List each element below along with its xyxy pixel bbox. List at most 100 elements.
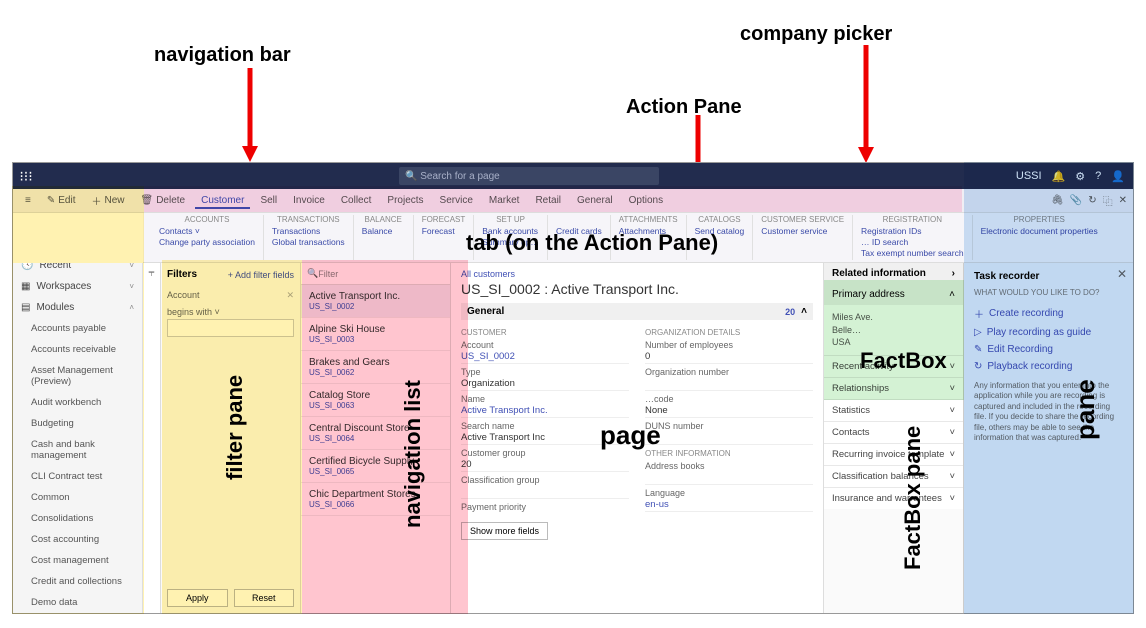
tab-options[interactable]: Options xyxy=(623,193,669,208)
list-item[interactable]: Chic Department StoresUS_SI_0066 xyxy=(301,483,450,516)
tab-collect[interactable]: Collect xyxy=(335,193,378,208)
show-more-button[interactable]: Show more fields xyxy=(461,522,548,540)
tab-invoice[interactable]: Invoice xyxy=(287,193,331,208)
pane-link[interactable]: ✎Edit Recording xyxy=(974,341,1123,358)
filter-input[interactable] xyxy=(167,319,294,337)
ribbon-credit-cards[interactable]: Credit cards xyxy=(556,226,602,237)
tab-projects[interactable]: Projects xyxy=(381,193,429,208)
waffle-icon[interactable]: ⁝⁝⁝ xyxy=(13,163,39,189)
add-filter-button[interactable]: + Add filter fields xyxy=(228,270,294,280)
filter-operator[interactable]: begins with ˅ xyxy=(167,307,294,317)
pane-link[interactable]: ＋Create recording xyxy=(974,303,1123,324)
val-account[interactable]: US_SI_0002 xyxy=(461,350,629,364)
nav-workspaces[interactable]: ▦ Workspaces˅ xyxy=(13,276,142,297)
list-item[interactable]: Catalog StoreUS_SI_0063 xyxy=(301,384,450,417)
company-picker[interactable]: USSI xyxy=(1016,170,1042,182)
hamburger-icon[interactable]: ≡ xyxy=(19,193,37,208)
nav-module-item[interactable]: Cost management xyxy=(13,550,142,571)
nav-module-item[interactable]: Cash and bank management xyxy=(13,434,142,466)
ribbon-id-search[interactable]: … ID search xyxy=(861,237,964,248)
breadcrumb[interactable]: All customers xyxy=(461,269,813,279)
reset-button[interactable]: Reset xyxy=(234,589,295,607)
tab-market[interactable]: Market xyxy=(483,193,526,208)
factbox-title[interactable]: Related information› xyxy=(824,263,963,284)
help-icon[interactable]: ? xyxy=(1095,170,1101,182)
ribbon-tax-exempt[interactable]: Tax exempt number search xyxy=(861,248,964,259)
ribbon-summary[interactable]: Summary up… xyxy=(482,237,539,248)
nav-module-item[interactable]: Accounts receivable xyxy=(13,339,142,360)
factbox-primary-address[interactable]: Primary address˄ xyxy=(824,284,963,305)
ribbon-change-party[interactable]: Change party association xyxy=(159,237,255,248)
ribbon-customer-service[interactable]: Customer service xyxy=(761,226,844,237)
val-code[interactable]: None xyxy=(645,404,813,418)
factbox-row[interactable]: Recurring invoice template˅ xyxy=(824,443,963,465)
nav-module-item[interactable]: Credit and collections xyxy=(13,571,142,592)
new-button[interactable]: ＋ New xyxy=(85,191,130,210)
factbox-row[interactable]: Statistics˅ xyxy=(824,399,963,421)
popout-icon[interactable]: ⿻ xyxy=(1103,193,1113,208)
close-icon[interactable]: ✕ xyxy=(1117,267,1127,281)
filter-toggle[interactable]: ⫧ xyxy=(143,263,161,613)
nav-module-item[interactable]: Accounts payable xyxy=(13,318,142,339)
filter-clear-icon[interactable]: ✕ xyxy=(286,290,294,301)
ribbon-forecast[interactable]: Forecast xyxy=(422,226,466,237)
factbox-row[interactable]: Recent activity˅ xyxy=(824,355,963,377)
list-item[interactable]: Central Discount StoreUS_SI_0064 xyxy=(301,417,450,450)
val-emp[interactable]: 0 xyxy=(645,350,813,364)
ribbon-edoc-props[interactable]: Electronic document properties xyxy=(981,226,1098,237)
ribbon-attachments[interactable]: Attachments xyxy=(619,226,678,237)
tab-sell[interactable]: Sell xyxy=(254,193,283,208)
nav-module-item[interactable]: Budgeting xyxy=(13,413,142,434)
tab-customer[interactable]: Customer xyxy=(195,193,250,209)
delete-button[interactable]: 🗑 Delete xyxy=(134,193,191,208)
val-addrbooks[interactable] xyxy=(645,471,813,485)
ribbon-send-catalog[interactable]: Send catalog xyxy=(695,226,745,237)
tab-service[interactable]: Service xyxy=(434,193,479,208)
list-item[interactable]: Certified Bicycle SupplyUS_SI_0065 xyxy=(301,450,450,483)
val-class[interactable] xyxy=(461,485,629,499)
nav-module-item[interactable]: Consolidations xyxy=(13,508,142,529)
ribbon-bank[interactable]: Bank accounts xyxy=(482,226,539,237)
avatar-icon[interactable]: 👤 xyxy=(1111,170,1125,183)
nav-modules[interactable]: ▤ Modules˄ xyxy=(13,297,142,318)
ribbon-reg-ids[interactable]: Registration IDs xyxy=(861,226,964,237)
list-item[interactable]: Active Transport Inc.US_SI_0002 xyxy=(301,285,450,318)
nav-module-item[interactable]: Asset Management (Preview) xyxy=(13,360,142,392)
val-duns[interactable] xyxy=(645,431,813,445)
edit-button[interactable]: ✎ Edit xyxy=(41,193,82,208)
val-type[interactable]: Organization xyxy=(461,377,629,391)
list-item[interactable]: Alpine Ski HouseUS_SI_0003 xyxy=(301,318,450,351)
val-name[interactable]: Active Transport Inc. xyxy=(461,404,629,418)
ribbon-global-trans[interactable]: Global transactions xyxy=(272,237,345,248)
search-box[interactable]: 🔍 Search for a page xyxy=(399,167,659,185)
section-general[interactable]: General20˄ xyxy=(461,303,813,320)
bell-icon[interactable]: 🔔 xyxy=(1052,170,1066,183)
list-filter-input[interactable]: 🔍 Filter xyxy=(301,263,450,285)
office-icon[interactable]: 📎 xyxy=(1070,195,1082,206)
val-org[interactable] xyxy=(645,377,813,391)
nav-module-item[interactable]: Common xyxy=(13,487,142,508)
val-lang[interactable]: en-us xyxy=(645,498,813,512)
factbox-row[interactable]: Classification balances˅ xyxy=(824,465,963,487)
nav-module-item[interactable]: Demo data xyxy=(13,592,142,613)
nav-module-item[interactable]: CLI Contract test xyxy=(13,466,142,487)
val-group[interactable]: 20 xyxy=(461,458,629,472)
factbox-row[interactable]: Relationships˅ xyxy=(824,377,963,399)
pane-link[interactable]: ▷Play recording as guide xyxy=(974,324,1123,341)
factbox-row[interactable]: Contacts˅ xyxy=(824,421,963,443)
gear-icon[interactable]: ⚙ xyxy=(1075,170,1085,183)
tab-general[interactable]: General xyxy=(571,193,619,208)
ribbon-trans[interactable]: Transactions xyxy=(272,226,345,237)
ribbon-contacts[interactable]: Contacts ˅ xyxy=(159,226,255,237)
ribbon-balance[interactable]: Balance xyxy=(362,226,405,237)
refresh-icon[interactable]: ↻ xyxy=(1088,195,1096,206)
attach-icon[interactable]: 🖇 xyxy=(1051,195,1064,206)
nav-recent[interactable]: 🕓 Recent˅ xyxy=(13,263,142,276)
factbox-row[interactable]: Insurance and warrantees˅ xyxy=(824,487,963,509)
list-item[interactable]: Brakes and GearsUS_SI_0062 xyxy=(301,351,450,384)
nav-module-item[interactable]: Audit workbench xyxy=(13,392,142,413)
tab-retail[interactable]: Retail xyxy=(529,193,567,208)
close-icon[interactable]: ✕ xyxy=(1119,195,1127,206)
nav-module-item[interactable]: Cost accounting xyxy=(13,529,142,550)
val-search[interactable]: Active Transport Inc xyxy=(461,431,629,445)
